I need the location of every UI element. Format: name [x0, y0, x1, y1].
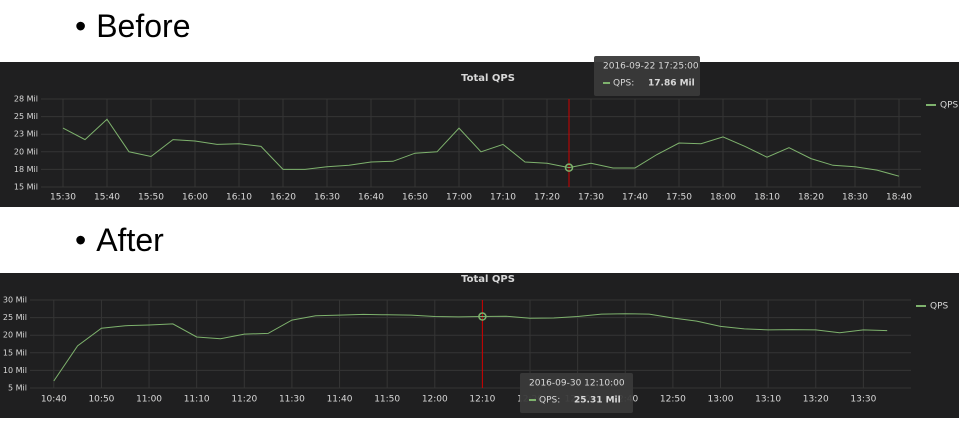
tooltip-title: 2016-09-30 12:10:00 [529, 379, 625, 389]
bullet: • After [75, 222, 164, 258]
x-tick-label: 17:50 [666, 193, 692, 203]
y-tick-label: 23 Mil [14, 130, 38, 139]
x-tick-label: 13:20 [803, 395, 829, 405]
y-tick-label: 25 Mil [14, 112, 38, 121]
x-tick-label: 10:50 [88, 395, 114, 405]
x-tick-label: 17:00 [446, 193, 472, 203]
x-tick-label: 11:50 [374, 395, 400, 405]
x-tick-label: 16:40 [358, 193, 384, 203]
tooltip-value: 17.86 Mil [648, 79, 695, 89]
y-tick-label: 15 Mil [14, 183, 38, 192]
x-tick-label: 12:50 [660, 395, 686, 405]
x-tick-label: 13:10 [755, 395, 781, 405]
x-tick-label: 11:10 [184, 395, 210, 405]
y-tick-label: 30 Mil [3, 296, 27, 305]
panel [0, 273, 959, 418]
tooltip-series: QPS: [613, 79, 634, 89]
y-tick-label: 10 Mil [3, 366, 27, 375]
x-tick-label: 17:10 [490, 193, 516, 203]
x-tick-label: 17:20 [534, 193, 560, 203]
y-tick-label: 20 Mil [14, 147, 38, 156]
x-tick-label: 16:00 [182, 193, 208, 203]
x-tick-label: 11:40 [327, 395, 353, 405]
tooltip-series: QPS: [539, 396, 560, 406]
series-line [62, 118, 900, 177]
chart: Total QPS 5 Mil 10 Mil 15 Mil 20 Mil 25 Mil 30… [0, 273, 959, 418]
x-tick-label: 18:40 [886, 193, 912, 203]
x-tick-label: 16:30 [314, 193, 340, 203]
series-line [53, 313, 888, 382]
legend-label: QPS [940, 101, 959, 111]
x-tick-label: 17:40 [622, 193, 648, 203]
x-tick-label: 13:00 [708, 395, 734, 405]
y-tick-label: 15 Mil [3, 348, 27, 357]
x-tick-label: 12:00 [422, 395, 448, 405]
x-tick-label: 13:30 [850, 395, 876, 405]
y-tick-label: 25 Mil [3, 313, 27, 322]
chart-title: Total QPS [461, 73, 515, 84]
tooltip-box [520, 373, 633, 413]
x-tick-label: 11:30 [279, 395, 305, 405]
x-tick-label: 12:10 [469, 395, 495, 405]
x-tick-label: 15:30 [50, 193, 76, 203]
x-tick-label: 17:30 [578, 193, 604, 203]
x-tick-label: 10:40 [41, 395, 67, 405]
y-tick-label: 18 Mil [14, 165, 38, 174]
x-tick-label: 16:10 [226, 193, 252, 203]
x-tick-label: 11:20 [231, 395, 257, 405]
tooltip-value: 25.31 Mil [574, 396, 621, 406]
x-tick-label: 18:30 [842, 193, 868, 203]
tooltip-box [594, 56, 700, 96]
x-tick-label: 18:00 [710, 193, 736, 203]
y-tick-label: 5 Mil [8, 384, 27, 393]
hover-point [478, 312, 487, 321]
y-tick-label: 20 Mil [3, 331, 27, 340]
x-tick-label: 11:00 [136, 395, 162, 405]
x-tick-label: 16:50 [402, 193, 428, 203]
bullet: • Before [75, 8, 191, 44]
tooltip: 2016-09-30 12:10:00 QPS: 25.31 Mil [520, 373, 633, 413]
y-tick-label: 28 Mil [14, 95, 38, 104]
x-tick-label: 15:40 [94, 193, 120, 203]
chart: Total QPS 15 Mil 18 Mil 20 Mil 23 Mil 25 Mil 2… [0, 56, 959, 207]
chart-title: Total QPS [461, 274, 515, 285]
tooltip: 2016-09-22 17:25:00 QPS: 17.86 Mil [594, 56, 700, 96]
legend-label: QPS [930, 302, 949, 312]
hover-point [564, 163, 574, 172]
x-tick-label: 18:10 [754, 193, 780, 203]
tooltip-title: 2016-09-22 17:25:00 [603, 62, 699, 72]
bullet-text: Before [96, 8, 191, 44]
x-tick-label: 18:20 [798, 193, 824, 203]
x-tick-label: 15:50 [138, 193, 164, 203]
x-tick-label: 16:20 [270, 193, 296, 203]
bullet-text: After [96, 222, 164, 258]
